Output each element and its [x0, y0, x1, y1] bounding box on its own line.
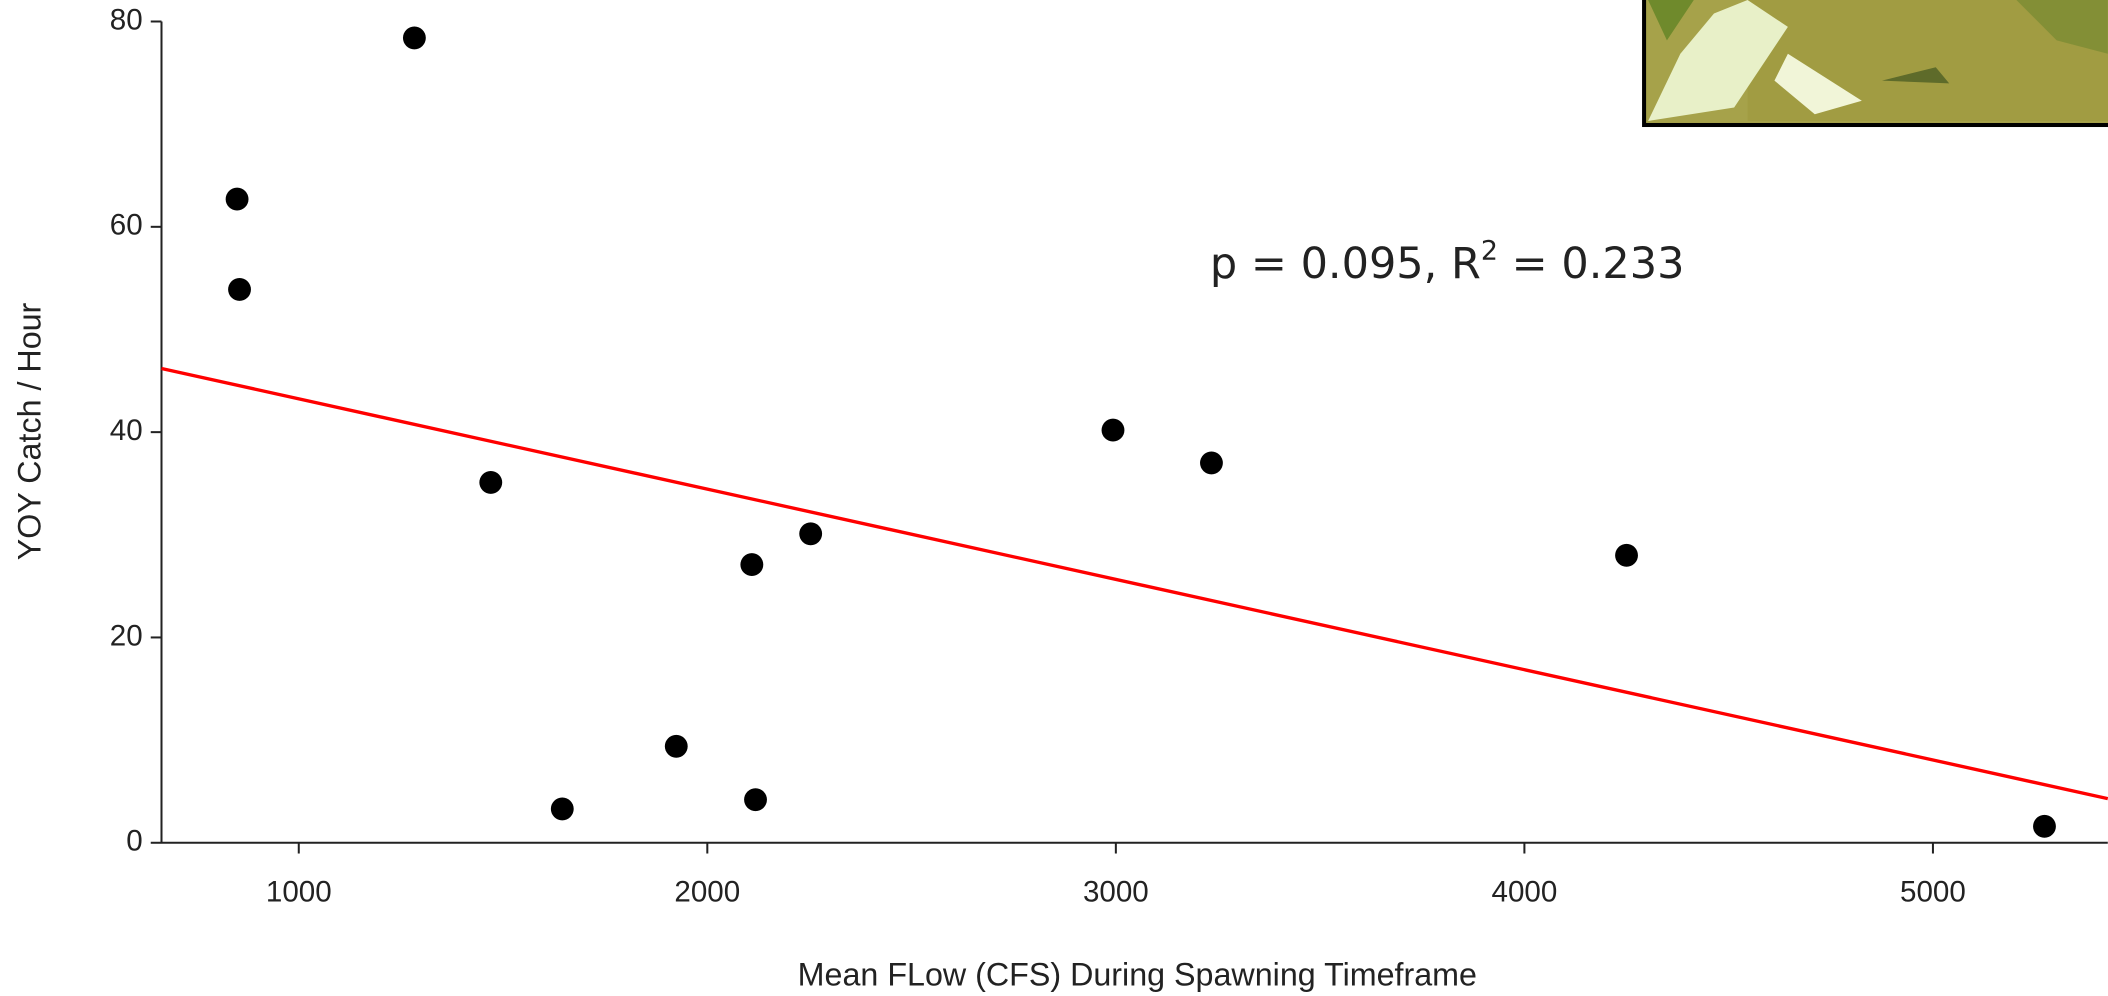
data-point	[228, 278, 251, 301]
y-tick-label: 40	[110, 414, 143, 447]
x-tick-label: 3000	[1083, 876, 1149, 909]
photo-inset	[1642, 0, 2108, 128]
trend-line	[161, 366, 2108, 801]
x-tick-label: 2000	[674, 876, 740, 909]
stats-annotation: p = 0.095, R2 = 0.233	[1210, 235, 1685, 289]
y-tick-label: 80	[110, 3, 143, 36]
x-axis-label: Mean FLow (CFS) During Spawning Timefram…	[798, 957, 1477, 993]
y-axis-label: YOY Catch / Hour	[12, 302, 48, 560]
y-tick-label: 0	[126, 825, 142, 858]
data-point	[2033, 814, 2056, 838]
annotation-text: p = 0.095, R	[1210, 239, 1481, 289]
data-point	[744, 788, 767, 812]
data-point	[550, 797, 574, 821]
x-tick-label: 5000	[1900, 876, 1966, 909]
data-point	[402, 26, 426, 50]
annotation-text: = 0.233	[1498, 239, 1684, 289]
data-point	[740, 553, 764, 576]
annotation-superscript: 2	[1481, 235, 1498, 266]
data-point	[479, 471, 503, 494]
data-point	[1200, 451, 1223, 475]
data-point	[225, 187, 249, 211]
data-point	[1101, 418, 1125, 442]
x-tick-label: 1000	[266, 876, 332, 909]
data-point	[799, 522, 823, 546]
data-point	[1615, 543, 1638, 567]
x-tick-label: 4000	[1492, 876, 1558, 909]
data-point	[664, 734, 688, 758]
y-tick-label: 20	[110, 619, 143, 652]
y-tick-label: 60	[110, 209, 143, 242]
